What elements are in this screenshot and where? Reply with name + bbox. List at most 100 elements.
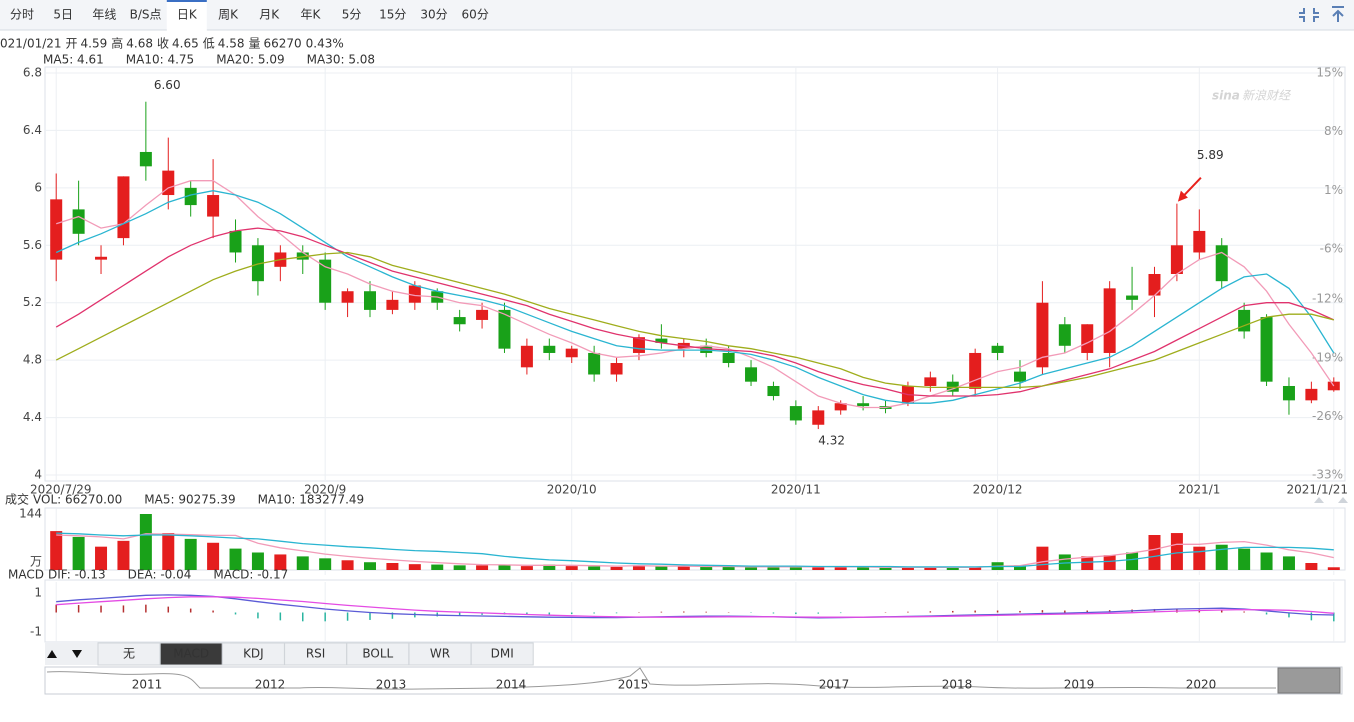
candle-body [162,170,175,196]
volume-bar [946,566,959,570]
candle-body [857,403,870,407]
volume-bar [1081,556,1094,570]
x-tick-label: 2021/1 [1178,483,1220,497]
ma-line [55,227,1335,397]
candle-body [251,245,264,282]
volume-bar [543,564,556,570]
volume-bar [1327,567,1340,570]
candle-body [453,317,466,325]
y-tick-label: 6.4 [23,123,42,137]
candle-body [184,187,197,206]
candle-body [341,291,354,303]
scroll-top-icon[interactable] [1332,6,1344,22]
ma-line [56,596,1334,618]
indicator-tab-label[interactable]: RSI [306,647,326,661]
volume-bar [745,567,758,570]
volume-bar [588,566,601,570]
volume-bar [1014,565,1026,570]
candle-body [543,345,556,353]
y2-tick-label: -26% [1312,409,1343,423]
volume-bar [251,552,264,570]
indicator-tab-label[interactable]: KDJ [243,647,264,661]
annotation-label: 4.32 [818,434,845,448]
volume-bar [857,567,870,570]
candle-body [319,259,332,303]
candle-body [946,381,959,392]
y-tick-label: 1 [34,585,42,599]
navigator-year: 2017 [819,678,850,692]
candle-body [1148,274,1161,296]
toolbar-tab[interactable]: 日K [177,8,198,22]
candle-body [1305,388,1318,401]
volume-bar [431,564,444,570]
active-tab [166,1,207,31]
candle-body [1126,295,1139,300]
candle-body [588,352,601,375]
candle-body [1215,245,1228,282]
toolbar-tab[interactable]: 5分 [342,8,362,22]
volume-bar [789,566,802,570]
indicator-tab[interactable] [470,642,534,666]
volume-bar [1126,552,1139,570]
candle-body [139,151,152,167]
volume-bar [834,567,847,570]
navigator-handle[interactable] [1277,667,1341,694]
toolbar-tab[interactable]: 30分 [420,8,447,22]
indicator-tab-label[interactable]: DMI [491,647,514,661]
volume-bar [700,566,713,570]
candle-body [812,410,825,425]
info-value: 66270 [263,37,301,51]
y-unit: 万 [30,555,42,569]
scroll-up-arrows [1314,497,1348,503]
volume-bar [296,556,309,570]
y2-tick-label: 8% [1324,124,1343,138]
candle-body [1036,302,1049,368]
candle-body [1014,371,1026,382]
candle-body [722,352,735,364]
toolbar-tab[interactable]: 分时 [10,8,34,22]
candle-body [296,252,309,260]
candle-body [834,403,847,411]
volume-bar [677,566,690,570]
toolbar-tab[interactable]: 年K [300,8,321,22]
macd-frame [44,579,1346,643]
navigator-year: 2019 [1064,678,1095,692]
toolbar-tab[interactable]: 5日 [53,8,73,22]
toolbar-tab[interactable]: 60分 [462,8,489,22]
volume-bar [1215,544,1228,570]
toolbar-tab[interactable]: 年线 [92,8,116,22]
toolbar-tab[interactable]: B/S点 [130,8,162,22]
panel-title: 成交 [5,492,29,507]
volume-bar [117,540,130,570]
x-tick-label: 2021/1/21 [1286,483,1348,497]
toolbar-tab[interactable]: 周K [218,8,239,22]
candle-body [408,285,421,303]
y2-tick-label: -33% [1312,468,1343,482]
fullscreen-icon[interactable] [1299,8,1319,22]
volume-bar [1036,546,1049,570]
volume-bar [72,536,85,570]
candle-body [745,367,758,382]
volume-bar [364,562,376,570]
candle-body [1058,324,1071,346]
candle-body [1193,230,1206,253]
info-label: 收 [157,37,169,51]
volume-bar [722,566,735,570]
candle-body [1238,309,1251,332]
y2-tick-label: 1% [1324,183,1343,197]
candle-body [1260,317,1273,382]
volume-bar [879,567,892,570]
volume-bar [1305,563,1318,570]
legend-entry: DIF: -0.13 [48,568,106,582]
volume-bar [924,566,937,570]
toolbar-tab[interactable]: 月K [259,8,280,22]
indicator-tab-label[interactable]: MACD [173,647,209,661]
toolbar-tab[interactable]: 15分 [379,8,406,22]
indicator-tab-label[interactable]: 无 [123,647,135,661]
indicator-tab-label[interactable]: BOLL [362,647,393,661]
navigator[interactable] [44,666,1343,695]
info-value: 4.58 [218,37,245,51]
indicator-tab-label[interactable]: WR [430,647,450,661]
indicator-arrows[interactable] [47,650,82,658]
watermark-brand: sina [1212,89,1240,103]
